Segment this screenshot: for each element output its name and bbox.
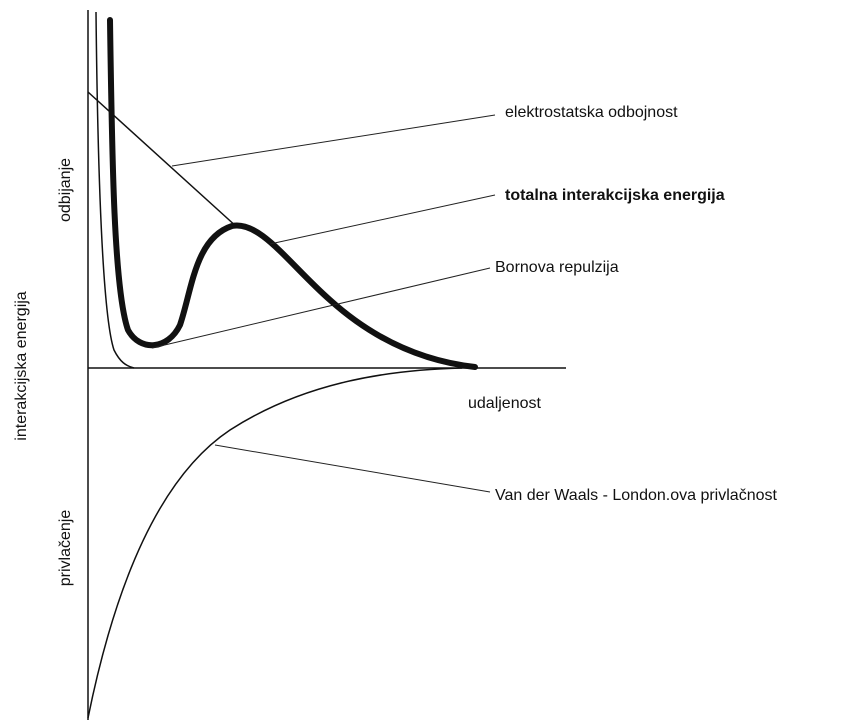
total-curve bbox=[107, 17, 478, 370]
born-curve bbox=[95, 11, 135, 369]
label: Van der Waals - London.ova privlačnost bbox=[495, 487, 777, 504]
leader-line bbox=[269, 194, 496, 245]
leader-line bbox=[171, 114, 496, 167]
label: udaljenost bbox=[468, 395, 542, 412]
leader-line bbox=[214, 444, 491, 493]
label: elektrostatska odbojnost bbox=[505, 104, 678, 121]
label: totalna interakcijska energija bbox=[505, 187, 725, 204]
label: privlačenje bbox=[57, 510, 74, 587]
leader-line bbox=[151, 267, 491, 349]
label: Bornova repulzija bbox=[495, 259, 619, 276]
vdw-curve bbox=[87, 367, 463, 719]
label: interakcijska energija bbox=[13, 291, 30, 441]
label: odbijanje bbox=[57, 158, 74, 222]
